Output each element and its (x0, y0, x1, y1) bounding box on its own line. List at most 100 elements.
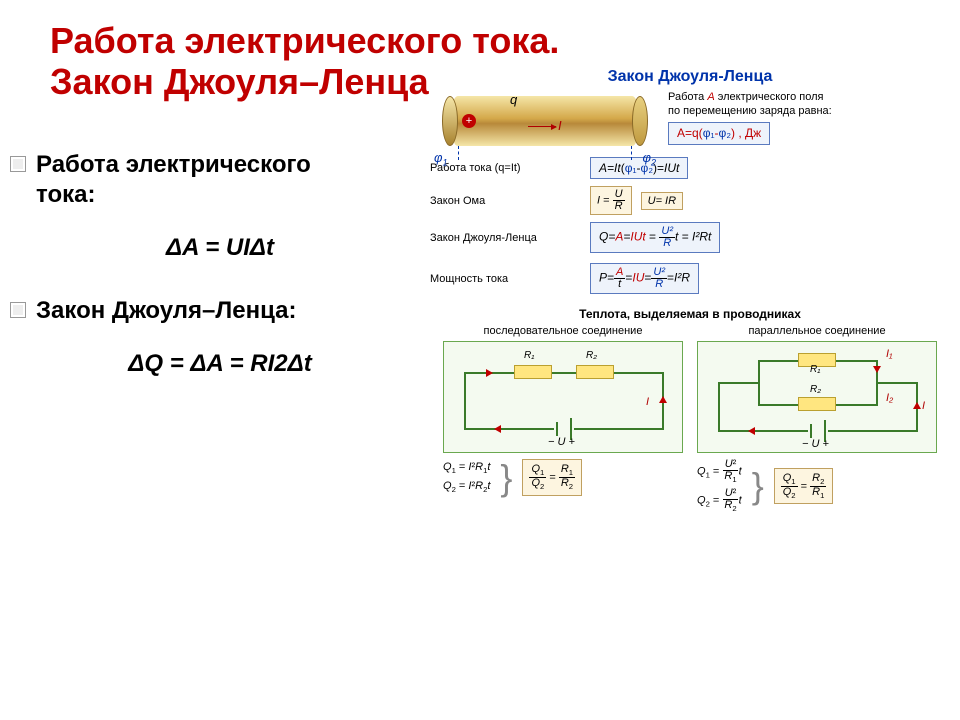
desc-part3: по перемещению заряда равна: (668, 104, 938, 118)
current-arrow-icon (913, 402, 921, 409)
battery-neg (556, 422, 558, 436)
box1-rhs: ) , Дж (731, 126, 761, 140)
parallel-q-eqs: Q1 = U²R1t Q2 = U²R2t (697, 459, 742, 513)
charge-plus-icon: + (462, 114, 476, 128)
wire (574, 428, 664, 430)
formula-box-2: A=It(φ₁-φ₂)=IUt (590, 157, 688, 179)
wire (758, 404, 798, 406)
current-arrow-icon (873, 366, 881, 373)
battery-neg (810, 424, 812, 438)
formula-1: ΔA = UIΔt (10, 234, 430, 262)
current-arrow-icon (748, 427, 755, 435)
plus-label: + (823, 438, 829, 450)
heat-title: Теплота, выделяемая в проводниках (430, 307, 950, 321)
formula-box-work: A=q(φ₁-φ₂) , Дж (668, 122, 770, 146)
right-column: Закон Джоуля-Ленца + q I φ1 φ2 Работа A … (430, 68, 950, 513)
brace-icon: } (752, 475, 764, 497)
q2-eq: Q2 = I²R2t (443, 480, 490, 494)
series-column: последовательное соединение R₁ R₂ − U + (443, 325, 683, 513)
law-rows: Работа тока (q=It) A=It(φ₁-φ₂)=IUt Закон… (430, 154, 950, 297)
dash-right (631, 146, 632, 160)
current-arrow-icon (486, 369, 493, 377)
minus-label: − (548, 436, 554, 448)
parallel-column: параллельное соединение R₁ R₂ (697, 325, 937, 513)
plus-label: + (569, 436, 575, 448)
pq2-eq: Q2 = U²R2t (697, 488, 742, 513)
series-ratio-box: Q1Q2 = R1R2 (522, 459, 582, 496)
row-power: Мощность тока P=At=IU=U²R=I²R (430, 260, 950, 297)
joule-lenz-title: Закон Джоуля-Ленца (430, 68, 950, 86)
row-joule-lenz: Закон Джоуля-Ленца Q=A=IUt = U²Rt = I²Rt (430, 219, 950, 256)
row2-label: Работа тока (q=It) (430, 162, 580, 174)
formula-2: ΔQ = ΔA = RI2Δt (10, 350, 430, 378)
wire (836, 404, 876, 406)
h1-line2: тока: (36, 181, 95, 208)
wire (828, 430, 918, 432)
ohm-box-1: I = UR (590, 186, 632, 215)
wire (876, 382, 918, 384)
formula-box-5: P=At=IU=U²R=I²R (590, 263, 699, 294)
i2-label: I₂ (886, 392, 893, 404)
dash-left (458, 146, 459, 160)
parallel-circuit: R₁ R₂ − U + I₁ I₂ (697, 341, 937, 453)
formula-box-4: Q=A=IUt = U²Rt = I²Rt (590, 222, 720, 253)
series-equations: Q1 = I²R1t Q2 = I²R2t } Q1Q2 = R1R2 (443, 459, 683, 496)
box1-phi2: φ₂ (719, 126, 731, 140)
cyl-right-cap (632, 96, 648, 146)
row5-label: Мощность тока (430, 273, 580, 285)
wire (464, 372, 466, 430)
r1-label-p: R₁ (810, 364, 820, 375)
bullet-2: Закон Джоуля–Ленца: (10, 296, 430, 326)
i1-label: I₁ (886, 348, 893, 360)
u-label: U (558, 436, 566, 448)
wire (718, 382, 758, 384)
bullet-marker-icon (10, 302, 26, 318)
desc-A: A (707, 91, 714, 103)
heat-columns: последовательное соединение R₁ R₂ − U + (430, 325, 950, 513)
row-current-work: Работа тока (q=It) A=It(φ₁-φ₂)=IUt (430, 154, 950, 182)
parallel-ratio-box: Q1Q2 = R2R1 (774, 468, 834, 505)
h1-line1: Работа электрического (36, 151, 311, 178)
wire (614, 372, 664, 374)
q1-eq: Q1 = I²R1t (443, 461, 490, 475)
wire (464, 428, 554, 430)
resistor-r1 (514, 365, 552, 379)
work-description: Работа A электрического поля по перемеще… (668, 90, 938, 148)
box1-lhs: A=q( (677, 126, 703, 140)
box1-phi1: φ₁ (703, 126, 715, 140)
r2-label: R₂ (586, 350, 597, 361)
current-arrow-icon (659, 396, 667, 403)
conductor-cylinder: + q I (450, 96, 640, 146)
left-column: Работа электрического тока: ΔA = UIΔt За… (10, 150, 430, 412)
r2-label-p: R₂ (810, 384, 821, 395)
bullet-marker-icon (10, 156, 26, 172)
wire (718, 430, 808, 432)
pq1-eq: Q1 = U²R1t (697, 459, 742, 484)
phi1-label: φ1 (434, 150, 448, 168)
row3-label: Закон Ома (430, 195, 580, 207)
wire (758, 360, 760, 406)
current-i-label: I (558, 118, 562, 133)
desc-part2: электрического поля (715, 91, 824, 103)
parallel-title: параллельное соединение (697, 325, 937, 337)
charge-q-label: q (510, 92, 517, 107)
row4-label: Закон Джоуля-Ленца (430, 232, 580, 244)
ohm-box-2: U= IR (641, 192, 683, 210)
series-q-eqs: Q1 = I²R1t Q2 = I²R2t (443, 461, 490, 493)
wire (758, 360, 798, 362)
heading-1: Работа электрического тока: (36, 150, 311, 210)
bullet-1: Работа электрического тока: (10, 150, 430, 210)
desc-part1: Работа (668, 91, 707, 103)
title-line1: Работа электрического тока. (50, 20, 559, 61)
minus-label: − (802, 438, 808, 450)
row-ohm: Закон Ома I = UR U= IR (430, 186, 950, 215)
wire (836, 360, 876, 362)
i-label: I (646, 396, 649, 408)
resistor-r2-p (798, 397, 836, 411)
resistor-r2 (576, 365, 614, 379)
phi2-label: φ2 (642, 150, 656, 168)
wire (552, 372, 576, 374)
conductor-figure-row: + q I φ1 φ2 Работа A электрического поля… (430, 90, 950, 148)
heading-2: Закон Джоуля–Ленца: (36, 296, 296, 326)
parallel-equations: Q1 = U²R1t Q2 = U²R2t } Q1Q2 = R2R1 (697, 459, 937, 513)
